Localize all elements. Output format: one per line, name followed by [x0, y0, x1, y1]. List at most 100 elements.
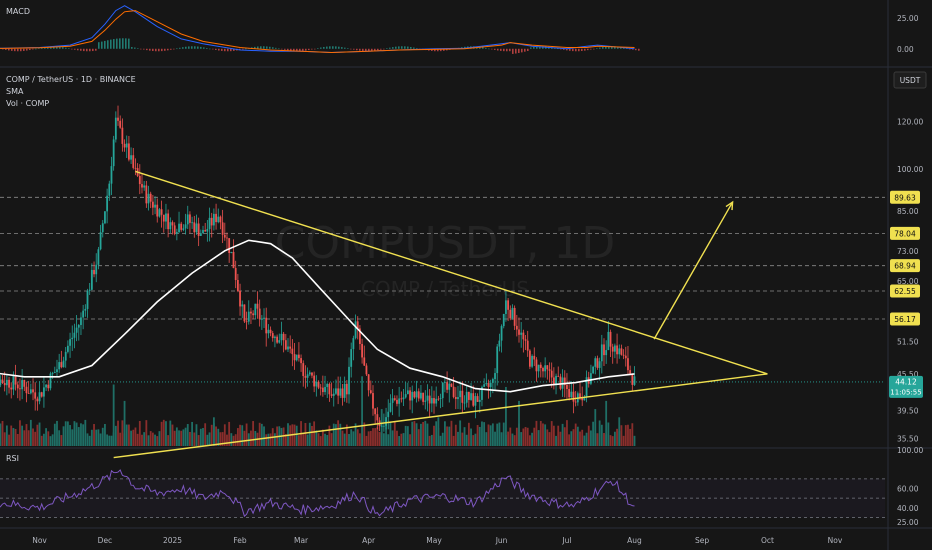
macd-histogram-bar	[371, 48, 373, 52]
volume-bar	[80, 423, 82, 446]
macd-histogram-bar	[401, 46, 403, 49]
candle-body	[112, 139, 115, 167]
candle-body	[32, 389, 34, 393]
candle-body	[389, 402, 392, 412]
volume-bar	[121, 420, 124, 446]
macd-histogram-bar	[440, 48, 442, 52]
macd-histogram-bar	[140, 48, 142, 50]
time-axis-tick-label: Sep	[695, 536, 709, 545]
candle-body	[130, 155, 132, 160]
candle-body	[317, 381, 320, 388]
volume-bar	[389, 421, 392, 446]
candle-body	[363, 357, 366, 366]
macd-histogram-bar	[170, 48, 172, 50]
candle-body	[16, 384, 19, 389]
candle-body	[624, 355, 627, 359]
volume-bar	[295, 425, 298, 446]
candle-body	[627, 358, 629, 371]
time-axis-tick-label: Feb	[233, 536, 247, 545]
volume-bar	[607, 422, 610, 446]
price-axis-tick-label: 45.50	[897, 370, 919, 379]
candle-body	[75, 327, 78, 333]
candle-body	[491, 379, 494, 383]
macd-histogram-bar	[566, 48, 568, 51]
volume-bar	[154, 434, 156, 446]
candle-body	[603, 344, 605, 356]
candle-body	[502, 313, 505, 327]
volume-bar	[269, 433, 272, 446]
volume-bar	[537, 430, 540, 446]
candle-body	[457, 397, 459, 400]
candle-body	[158, 209, 161, 217]
candle-body	[217, 216, 220, 223]
candle-body	[151, 201, 154, 208]
price-level-badge	[890, 284, 920, 298]
candle-body	[321, 387, 324, 393]
macd-histogram-bar	[176, 48, 178, 50]
candle-body	[210, 217, 213, 226]
volume-bar	[574, 423, 577, 446]
candle-body	[202, 230, 204, 234]
volume-bar	[339, 423, 342, 446]
candle-body	[191, 222, 194, 224]
candle-body	[430, 398, 433, 404]
candle-body	[600, 344, 603, 362]
candle-body	[496, 346, 499, 374]
candle-body	[186, 214, 189, 225]
triangle-lower-trendline	[113, 373, 768, 459]
volume-bar	[75, 422, 78, 446]
candle-body	[533, 355, 536, 360]
candle-body	[284, 340, 287, 350]
candle-body	[243, 304, 246, 322]
candle-body	[452, 386, 455, 397]
volume-bar	[232, 435, 235, 446]
candle-body	[467, 391, 470, 400]
volume-bar	[489, 425, 492, 446]
volume-bar	[396, 430, 398, 446]
macd-histogram-bar	[515, 48, 517, 54]
candle-body	[193, 222, 196, 233]
candle-body	[450, 383, 453, 387]
candle-body	[345, 383, 348, 395]
candle-body	[38, 392, 41, 402]
volume-bar	[306, 434, 309, 446]
candle-body	[426, 395, 429, 401]
volume-bar	[476, 425, 479, 446]
volume-spike-bar	[605, 400, 608, 446]
macd-histogram-bar	[527, 48, 529, 52]
candle-body	[45, 384, 47, 388]
volume-bar	[66, 421, 69, 446]
volume-bar	[34, 431, 37, 446]
macd-histogram-bar	[194, 46, 196, 49]
candle-body	[341, 388, 344, 398]
macd-histogram-bar	[377, 48, 379, 51]
candle-body	[339, 388, 342, 396]
volume-bar	[424, 420, 427, 446]
volume-bar	[376, 427, 379, 446]
price-axis-tick-label: 85.00	[897, 207, 919, 216]
volume-bar	[32, 428, 34, 446]
price-level-badge	[890, 226, 920, 240]
candle-body	[282, 333, 285, 341]
volume-spike-bar	[518, 400, 520, 446]
candle-body	[367, 374, 370, 391]
volume-bar	[27, 430, 30, 446]
volume-spike-bar	[437, 417, 440, 446]
macd-histogram-bar	[530, 47, 532, 49]
candle-body	[548, 369, 551, 371]
candle-body	[223, 234, 226, 238]
macd-histogram-bar	[254, 46, 256, 49]
volume-bar	[579, 431, 581, 446]
macd-histogram-bar	[161, 48, 163, 52]
volume-bar	[171, 424, 174, 446]
volume-bar	[461, 432, 464, 446]
currency-badge[interactable]	[893, 71, 927, 89]
volume-bar	[367, 431, 370, 446]
macd-histogram-bar	[632, 48, 634, 50]
candle-body	[618, 348, 621, 355]
volume-bar	[374, 428, 377, 446]
volume-bar	[189, 431, 191, 446]
volume-bar	[533, 427, 536, 446]
last-price-badge	[889, 375, 923, 398]
